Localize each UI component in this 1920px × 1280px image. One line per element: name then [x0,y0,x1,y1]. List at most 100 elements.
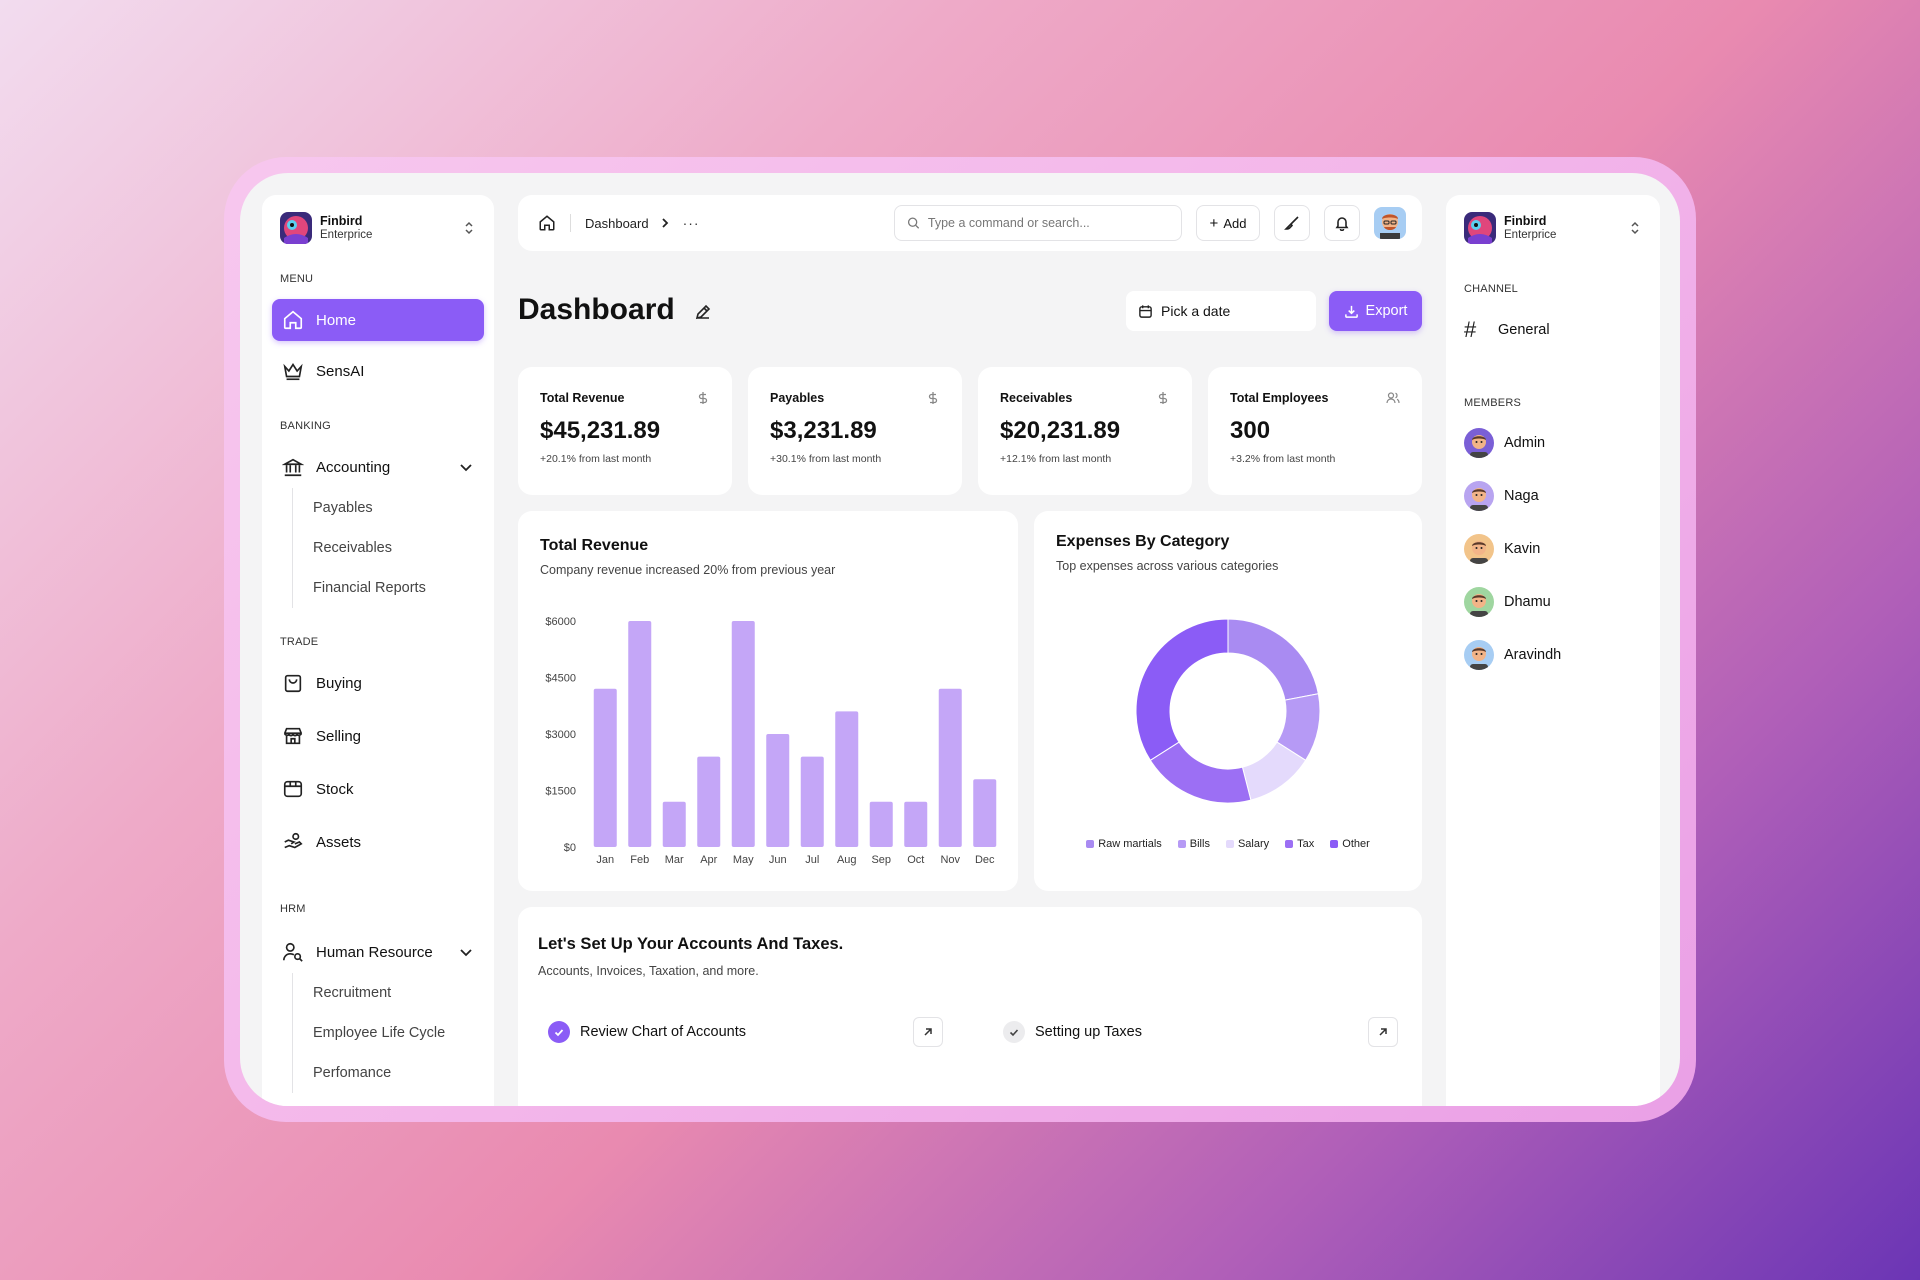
breadcrumb[interactable]: Dashboard [585,215,649,231]
search-box[interactable] [894,205,1182,241]
revenue-bar[interactable] [973,779,997,847]
divider [570,214,571,232]
sidebar-subitem-receivables[interactable]: Receivables [313,540,392,556]
donut-slice[interactable] [1135,618,1229,761]
revenue-bar[interactable] [593,688,617,847]
channel-general[interactable]: # General [1464,313,1642,347]
x-tick-label: Aug [837,854,857,866]
x-tick-label: Jan [596,854,614,866]
sidebar-subitem-employee-life-cycle[interactable]: Employee Life Cycle [313,1025,446,1041]
member-item[interactable]: Kavin [1464,533,1642,565]
edit-button[interactable] [1274,205,1310,241]
task-review-chart-of-accounts[interactable]: Review Chart of Accounts [548,1014,943,1050]
sidebar-subitem-payables[interactable]: Payables [313,500,373,516]
chart-title: Expenses By Category [1056,533,1230,550]
device-frame: Finbird Enterprice MENU Home SensAI BANK… [224,157,1696,1122]
sidebar-item-stock[interactable]: Stock [272,768,484,810]
user-search-icon [283,942,303,962]
revenue-bar[interactable] [904,801,928,847]
sidebar-item-sensai[interactable]: SensAI [272,350,484,392]
member-item[interactable]: Dhamu [1464,586,1642,618]
stat-change: +12.1% from last month [1000,453,1112,465]
chevron-down-icon[interactable] [458,944,474,960]
members-section-label: MEMBERS [1464,397,1522,409]
member-item[interactable]: Aravindh [1464,639,1642,671]
revenue-bar[interactable] [800,756,824,847]
check-icon[interactable] [548,1021,570,1043]
dollar-icon [698,392,708,404]
legend-item: Tax [1285,838,1314,850]
org-switcher[interactable]: Finbird Enterprice [1464,211,1642,245]
open-task-button[interactable] [1368,1017,1398,1047]
revenue-bar[interactable] [938,688,962,847]
sidebar-subitem-performance[interactable]: Perfomance [313,1065,392,1081]
x-tick-label: May [733,854,754,866]
x-tick-label: Jun [769,854,787,866]
stat-card-total-revenue: Total Revenue $45,231.89 +20.1% from las… [518,367,732,495]
sidebar-item-accounting[interactable]: Accounting [272,446,484,488]
revenue-bar[interactable] [662,801,686,847]
member-name: Aravindh [1504,647,1562,663]
stat-card-receivables: Receivables $20,231.89 +12.1% from last … [978,367,1192,495]
stat-label: Total Revenue [540,391,625,405]
right-panel: Finbird Enterprice CHANNEL # General MEM… [1446,195,1660,1106]
x-tick-label: Dec [975,854,995,866]
export-button[interactable]: Export [1329,291,1422,331]
org-logo [1464,212,1496,244]
user-avatar[interactable] [1374,207,1406,239]
member-item[interactable]: Naga [1464,480,1642,512]
y-tick-label: $1500 [545,786,576,798]
bank-icon [282,458,304,477]
expenses-donut-chart [1135,618,1321,804]
sidebar-item-selling[interactable]: Selling [272,715,484,757]
search-input[interactable] [927,216,1169,230]
sidebar-subitem-financial-reports[interactable]: Financial Reports [313,580,426,596]
member-item[interactable]: Admin [1464,427,1642,459]
sidebar-item-assets[interactable]: Assets [272,821,484,863]
sidebar-item-label: SensAI [316,362,365,380]
task-setting-up-taxes[interactable]: Setting up Taxes [1003,1014,1398,1050]
revenue-bar[interactable] [835,711,859,847]
donut-slice[interactable] [1227,618,1319,701]
revenue-bar[interactable] [731,621,755,847]
stat-label: Receivables [1000,391,1073,405]
chevron-right-icon [661,218,668,228]
sidebar: Finbird Enterprice MENU Home SensAI BANK… [262,195,494,1106]
sidebar-item-human-resource[interactable]: Human Resource [272,931,484,973]
org-switcher[interactable]: Finbird Enterprice [272,211,484,245]
accounting-submenu: Payables Receivables Financial Reports [292,488,484,608]
sidebar-item-label: Accounting [316,458,391,476]
y-tick-label: $3000 [545,729,576,741]
stat-card-total-employees: Total Employees 300 +3.2% from last mont… [1208,367,1422,495]
home-icon[interactable] [538,214,556,232]
legend-item: Salary [1225,838,1269,850]
notifications-button[interactable] [1324,205,1360,241]
plus-icon: + [1209,214,1219,232]
revenue-bar[interactable] [697,756,721,847]
date-picker[interactable]: Pick a date [1126,291,1316,331]
bell-icon [1335,217,1349,231]
breadcrumb-more[interactable]: ··· [682,215,700,231]
sidebar-subitem-recruitment[interactable]: Recruitment [313,985,392,1001]
legend-item: Raw martials [1086,838,1162,850]
revenue-bar-chart: $0 $1500 $3000 $4500 $6000 Jan Feb Mar Apr May Jun… [545,616,997,866]
open-task-button[interactable] [913,1017,943,1047]
pencil-icon[interactable] [694,303,712,321]
org-logo [280,212,312,244]
org-plan: Enterprice [320,228,373,241]
member-avatar [1464,640,1494,670]
add-button[interactable]: + Add [1196,205,1260,241]
check-icon[interactable] [1003,1021,1025,1043]
chevron-down-icon[interactable] [458,459,474,475]
stat-value: $3,231.89 [770,417,877,444]
revenue-bar[interactable] [628,621,652,847]
member-name: Kavin [1504,541,1541,557]
member-avatar [1464,587,1494,617]
sidebar-item-buying[interactable]: Buying [272,662,484,704]
trade-section-label: TRADE [280,636,319,648]
legend-label: Other [1342,838,1370,850]
member-name: Admin [1504,435,1546,451]
sidebar-item-home[interactable]: Home [272,299,484,341]
revenue-bar[interactable] [869,801,893,847]
revenue-bar[interactable] [766,734,790,847]
